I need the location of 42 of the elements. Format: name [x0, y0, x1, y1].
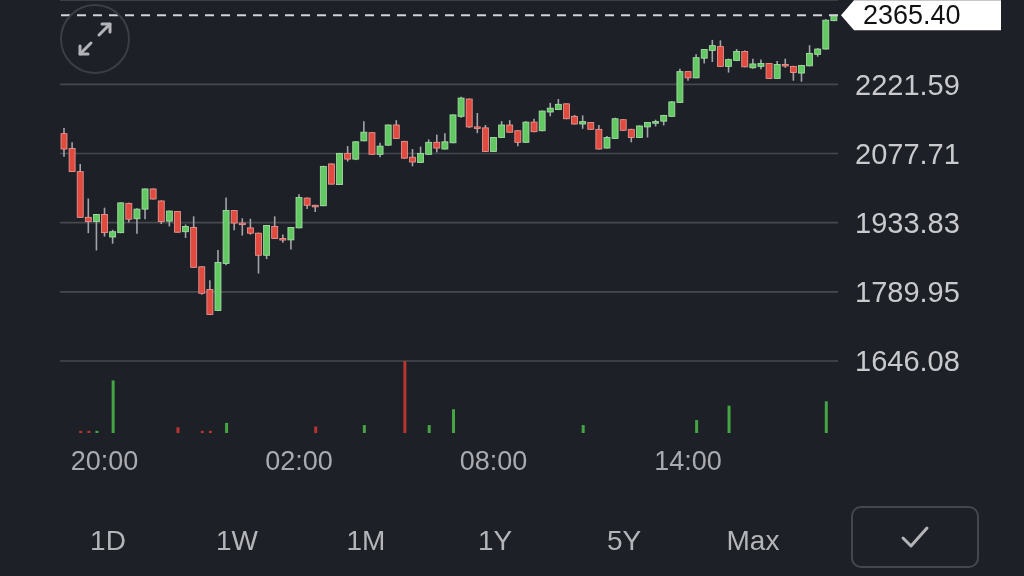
- bar: [95, 430, 99, 433]
- text: 5Y: [606, 525, 642, 557]
- bar: [403, 361, 407, 433]
- bar: [225, 422, 229, 433]
- bar: [208, 430, 212, 433]
- candlestick: [157, 199, 165, 225]
- candlestick: [174, 210, 181, 234]
- x-tick-label: 20:00: [70, 446, 139, 477]
- candlestick: [328, 162, 335, 186]
- candlestick: [717, 39, 724, 68]
- x-tick-label: 14:00: [654, 446, 722, 477]
- bar: [362, 425, 366, 433]
- bar: [727, 405, 731, 433]
- bar: [111, 380, 115, 433]
- y-tick-label: 2077.71: [855, 137, 960, 170]
- candlestick: [522, 120, 530, 144]
- text: 1Y: [477, 525, 513, 557]
- x-tick-label: 02:00: [265, 446, 333, 477]
- y-tick-label: 1933.83: [855, 206, 960, 239]
- bar: [581, 425, 585, 433]
- text: 1M: [346, 525, 386, 557]
- bar: [79, 430, 83, 433]
- y-tick-label: 2221.59: [855, 68, 960, 101]
- bar: [176, 427, 180, 433]
- candlestick: [93, 213, 100, 252]
- y-tick-label: 1789.95: [855, 276, 960, 309]
- bar: [452, 409, 455, 433]
- x-tick-label: 08:00: [459, 446, 528, 477]
- candlestick: [392, 119, 400, 140]
- bar: [824, 401, 828, 433]
- candlestick: [368, 131, 376, 156]
- bar: [200, 430, 204, 433]
- bar: [314, 426, 318, 433]
- bar: [427, 425, 431, 433]
- text: 1D: [90, 525, 126, 557]
- ref-line-label: 2365.40: [863, 0, 961, 31]
- candlestick: [101, 206, 108, 238]
- text: 1W: [216, 525, 258, 557]
- bar: [87, 430, 91, 433]
- text: Max: [726, 525, 780, 557]
- bar: [695, 420, 699, 433]
- y-tick-label: 1646.08: [855, 345, 960, 378]
